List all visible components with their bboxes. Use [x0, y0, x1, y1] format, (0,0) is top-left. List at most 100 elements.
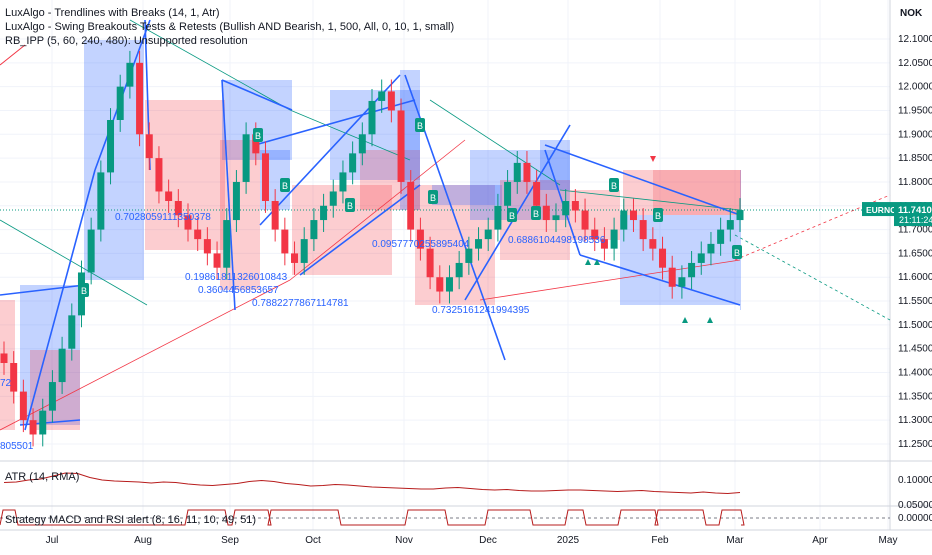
- legend-strategy[interactable]: Strategy MACD and RSI alert (8, 16, 11, …: [5, 514, 257, 526]
- bullish-break-badge: [428, 190, 438, 204]
- price-tick-label: 11.60000: [898, 272, 932, 283]
- bullish-break-letter: B: [347, 201, 353, 211]
- time-tick-label: Jul: [46, 535, 59, 546]
- legend-ipp[interactable]: RB_IPP (5, 60, 240, 480): Unsupported re…: [5, 35, 248, 47]
- candle-down: [629, 210, 637, 221]
- price-tick-label: 11.30000: [898, 415, 932, 426]
- candle-down: [581, 210, 589, 230]
- candle-down: [533, 181, 541, 206]
- candle-down: [165, 191, 173, 201]
- candle-up: [39, 410, 47, 435]
- candle-up: [87, 229, 95, 273]
- candle-down: [184, 215, 192, 230]
- trendline: [479, 259, 741, 301]
- candle-down: [542, 205, 550, 221]
- price-tick-label: 11.95000: [898, 105, 932, 116]
- price-tick-label: 12.10000: [898, 34, 932, 45]
- candle-up: [717, 229, 725, 244]
- candle-up: [320, 205, 328, 221]
- candle-down: [436, 277, 444, 292]
- candle-down: [649, 239, 657, 249]
- swing-value-label: 0.7325161241994395: [432, 305, 530, 316]
- candle-down: [397, 110, 405, 182]
- swing-value-label: 0.3604456853657: [198, 285, 279, 296]
- swing-value-label: 72: [0, 378, 12, 389]
- candle-down: [213, 253, 221, 268]
- swing-value-label: 0.19861811326010843: [185, 272, 288, 283]
- candle-up: [455, 262, 463, 278]
- price-badge-value: 11.74100: [898, 205, 932, 216]
- candle-up: [116, 86, 124, 120]
- candle-down: [203, 239, 211, 254]
- bear-box: [0, 300, 15, 430]
- price-axis: 12.10000 12.05000 12.00000 11.95000 11.90000…: [862, 8, 932, 450]
- bullish-break-letter: B: [533, 209, 539, 219]
- candle-up: [232, 181, 240, 221]
- candle-up: [378, 91, 386, 101]
- candle-up: [504, 181, 512, 206]
- candle-up: [465, 248, 473, 263]
- candle-down: [600, 239, 608, 249]
- candle-up: [726, 220, 734, 230]
- bullish-break-letter: B: [282, 181, 288, 191]
- bull-box: [740, 170, 741, 310]
- bullish-break-letter: B: [430, 193, 436, 203]
- candle-down: [155, 158, 163, 192]
- swing-boxes: [0, 40, 741, 430]
- candle-down: [407, 181, 415, 230]
- candle-up: [552, 215, 560, 221]
- swing-labels: B B B B B B B B B B B 0.7028059111350378 0.198618113…: [0, 118, 742, 452]
- candle-down: [387, 91, 395, 111]
- candle-up: [107, 120, 115, 173]
- candle-down: [668, 267, 676, 287]
- legend-trendlines[interactable]: LuxAlgo - Trendlines with Breaks (14, 1,…: [5, 7, 220, 19]
- bull-box: [620, 215, 740, 305]
- trendline: [299, 184, 421, 276]
- candle-down: [261, 153, 269, 201]
- candle-up: [300, 239, 308, 263]
- candle-up: [562, 201, 570, 216]
- candle-down: [145, 134, 153, 159]
- time-tick-label: Mar: [726, 535, 744, 546]
- candle-down: [19, 391, 27, 421]
- trendline: [464, 124, 571, 301]
- candle-down: [426, 248, 434, 278]
- price-tick-label: 11.85000: [898, 153, 932, 164]
- legend-atr[interactable]: ATR (14, RMA): [5, 471, 80, 483]
- trendline: [0, 284, 86, 296]
- bullish-break-letter: B: [655, 211, 661, 221]
- candle-down: [194, 229, 202, 240]
- trendline: [0, 279, 291, 431]
- bullish-break-letter: B: [255, 131, 261, 141]
- symbol-badge-text: EURNOK: [866, 205, 904, 215]
- bullish-break-letter: B: [734, 248, 740, 258]
- legend-swing[interactable]: LuxAlgo - Swing Breakouts Tests & Retest…: [5, 21, 455, 33]
- time-tick-label: Aug: [134, 535, 152, 546]
- candle-up: [513, 162, 521, 182]
- trendline: [289, 109, 411, 161]
- trendline: [221, 79, 236, 311]
- candle-up: [242, 134, 250, 182]
- candle-down: [659, 248, 667, 268]
- trendline: [24, 169, 96, 431]
- bullish-break-badge: [280, 178, 290, 192]
- candle-up: [223, 220, 231, 268]
- atr-tick-label: 0.05000: [898, 500, 932, 511]
- bullish-break-badge: [653, 208, 663, 222]
- candle-down: [0, 353, 8, 363]
- retest-up-triangle: [585, 259, 591, 265]
- candle-up: [48, 382, 56, 411]
- time-tick-label: Apr: [812, 535, 828, 546]
- price-tick-label: 11.55000: [898, 296, 932, 307]
- candle-up: [736, 210, 744, 221]
- candle-up: [484, 229, 492, 240]
- price-tick-label: 11.90000: [898, 129, 932, 140]
- strategy-tick-label: 0.00000: [898, 513, 932, 524]
- candle-up: [678, 277, 686, 287]
- atr-tick-label: 0.10000: [898, 475, 932, 486]
- bullish-break-badge: [531, 206, 541, 220]
- retest-down-triangle: [650, 156, 656, 162]
- trendline: [221, 79, 293, 111]
